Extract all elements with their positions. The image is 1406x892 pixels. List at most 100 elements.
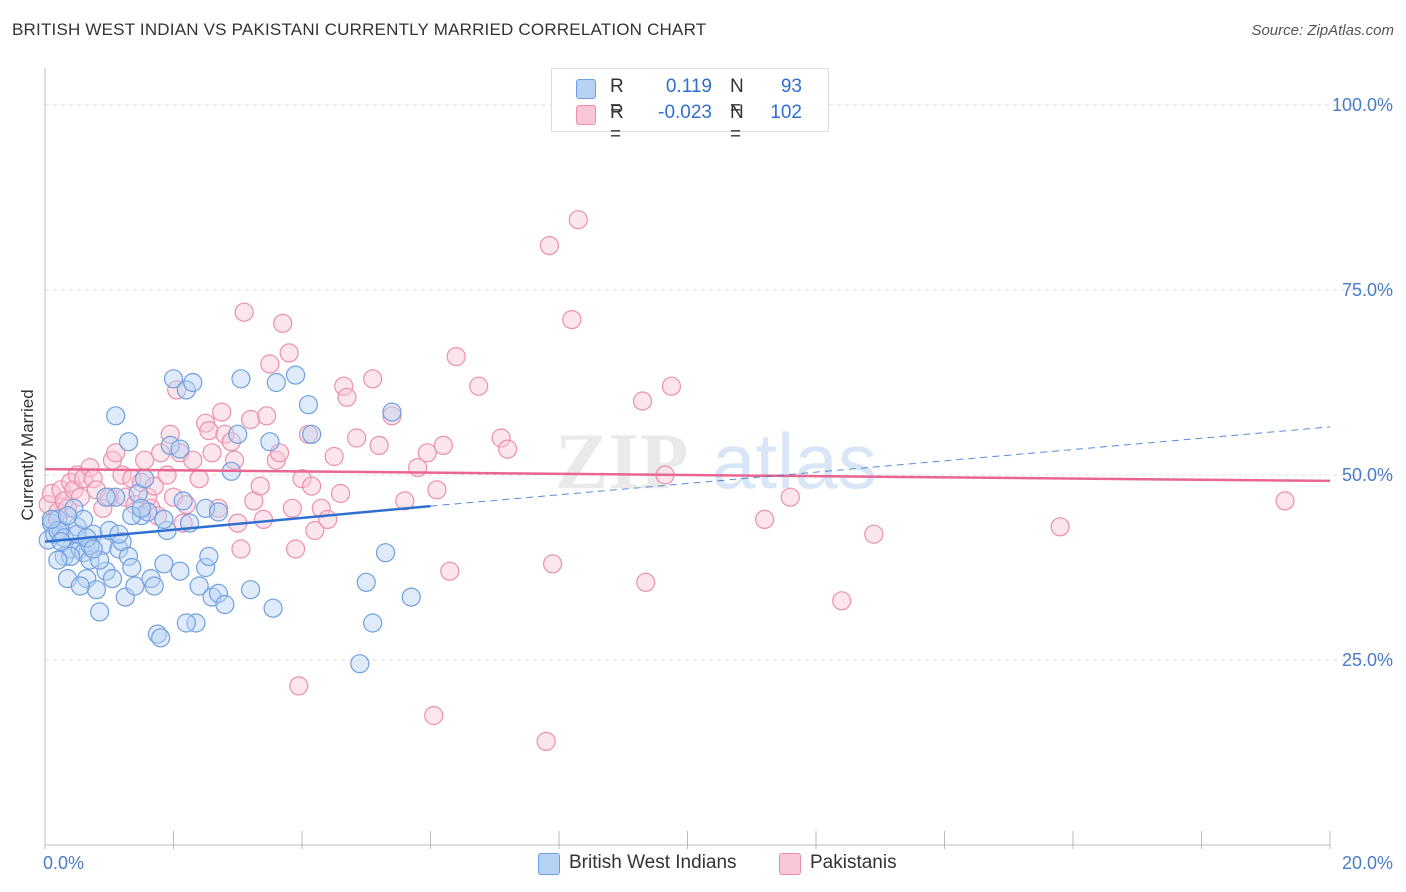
british-west-indians-point [196, 498, 216, 518]
british-west-indians-point [196, 557, 216, 578]
pakistanis-point [282, 498, 302, 518]
y-tick-label: 25.0% [1342, 650, 1393, 670]
pakistanis-point [433, 435, 453, 455]
pakistanis-point [253, 509, 274, 530]
british-west-indians-point [96, 487, 116, 507]
british-west-indians-point [163, 369, 184, 389]
british-west-indians-point [170, 561, 190, 581]
pakistanis-point [224, 450, 245, 470]
pakistanis-point [292, 469, 312, 489]
pakistanis-point [417, 443, 437, 463]
pakistanis-point [157, 465, 177, 485]
british-west-indians-point [57, 506, 78, 526]
british-west-indians-point [77, 568, 97, 589]
pakistanis-point [189, 469, 209, 489]
british-west-indians-point [144, 576, 164, 596]
pakistanis-point [369, 435, 389, 455]
legend-r-label: R = [610, 76, 624, 119]
pakistanis-point [539, 236, 559, 256]
british-west-indians-point [134, 469, 155, 489]
pakistanis-point [318, 509, 338, 530]
pakistanis-point [754, 509, 775, 530]
series-legend: British West Indians Pakistanis [0, 852, 1406, 876]
stats-legend: R = 0.119 N = 93 R = -0.023 N = 102 [551, 68, 829, 145]
watermark-zip: ZIP [555, 418, 688, 506]
british-west-indians-point [263, 598, 283, 618]
pakistanis-point [864, 524, 884, 544]
british-west-indians-point [170, 439, 190, 459]
pakistanis-point [469, 376, 489, 396]
pakistanis-point [324, 446, 344, 467]
british-west-indians-point [70, 576, 90, 596]
british-west-indians-point [302, 424, 322, 444]
pakistanis-point [57, 498, 78, 518]
british-west-indians-point [176, 613, 196, 633]
british-west-indians-point [199, 546, 219, 567]
british-west-indians-point [382, 402, 402, 422]
british-west-indians-point [208, 502, 229, 522]
british-west-indians-point [122, 506, 142, 526]
pakistanis-point [257, 406, 277, 426]
pakistanis-point [363, 369, 383, 389]
british-west-indians-point [80, 550, 100, 570]
pakistanis-point [234, 302, 254, 322]
british-west-indians-point [73, 543, 94, 563]
british-west-indians-point [115, 587, 135, 607]
pakistanis-point [221, 432, 241, 452]
pakistanis-point [305, 520, 325, 541]
pakistanis-point [273, 313, 293, 333]
pakistanis-point [115, 487, 135, 507]
pakistanis-point [269, 443, 290, 463]
british-west-indians-point [118, 546, 139, 567]
chart-source: Source: ZipAtlas.com [1251, 22, 1394, 39]
x-tick-label: 20.0% [1342, 853, 1393, 873]
british-west-indians-point [122, 557, 142, 578]
british-west-indians-point [231, 369, 251, 389]
legend-n-label: N = [730, 102, 744, 145]
british-west-indians-point [48, 550, 68, 570]
legend-label-british-west-indians: British West Indians [569, 852, 737, 873]
y-tick-label: 50.0% [1342, 465, 1393, 485]
pakistanis-point [568, 210, 588, 230]
axes [44, 68, 1331, 849]
british-west-indians-point [125, 576, 145, 596]
pakistanis-point [632, 391, 653, 411]
british-west-indians-point [61, 546, 81, 567]
british-west-indians-point [215, 594, 235, 615]
pakistanis-point [446, 347, 466, 367]
pakistanis-point [176, 495, 196, 515]
pakistanis-point [1050, 517, 1070, 537]
british-west-indians-point [106, 487, 126, 507]
pakistanis-point [202, 443, 222, 463]
british-west-indians-point [186, 613, 206, 633]
british-west-indians-point [266, 372, 286, 393]
legend-swatch-pink [576, 105, 596, 125]
british-west-indians-point [260, 432, 280, 452]
british-west-indians-point [350, 654, 370, 674]
british-west-indians-point [160, 435, 180, 455]
pakistanis-point [636, 572, 656, 592]
trend-lines [44, 426, 1331, 543]
pakistanis-point [330, 483, 351, 504]
x-tick-labels: 0.0% 20.0% [43, 853, 1393, 873]
british-west-indians-point [208, 583, 229, 604]
british-west-indians-point [154, 554, 174, 574]
pakistanis-point [562, 310, 582, 330]
pakistanis-point [144, 476, 164, 496]
pakistanis-point [424, 705, 444, 726]
pakistanis-point [285, 539, 306, 559]
british-west-indians-point [102, 568, 123, 589]
british-west-indians-point [375, 543, 396, 563]
pakistanis-point [167, 380, 187, 400]
pakistanis-point [440, 561, 460, 581]
pakistanis-point [141, 498, 161, 518]
pakistanis-point [241, 409, 261, 430]
pakistanis-point [260, 354, 280, 374]
y-tick-labels: 25.0% 50.0% 75.0% 100.0% [1332, 95, 1393, 670]
pakistanis-point [106, 443, 126, 463]
pakistanis-point [542, 554, 563, 574]
y-tick-label: 75.0% [1342, 280, 1393, 300]
british-west-indians-point [96, 561, 116, 581]
pakistanis-points [38, 210, 1295, 752]
